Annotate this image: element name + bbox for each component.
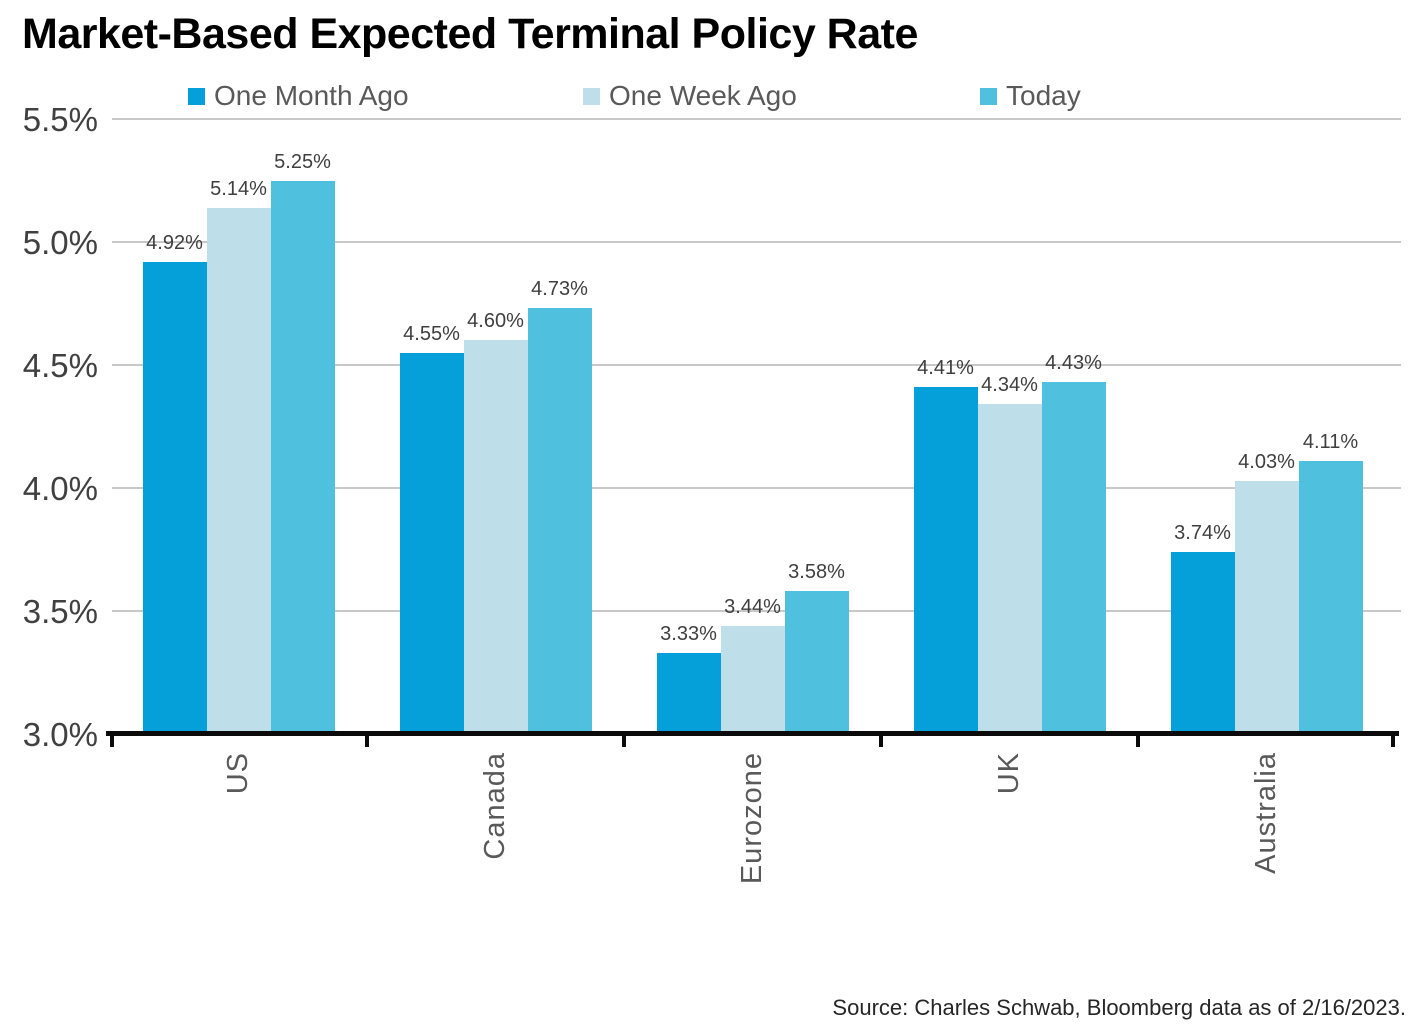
data-label: 4.55% — [403, 322, 460, 345]
x-axis-tick — [879, 736, 883, 747]
category-label-uk: UK — [993, 752, 1025, 795]
legend-swatch-icon — [980, 87, 997, 105]
data-label: 4.73% — [531, 278, 588, 301]
bar-today — [527, 308, 592, 734]
x-axis-tick — [1136, 736, 1140, 747]
bar-one-week-ago — [463, 340, 528, 734]
x-axis-tick — [622, 736, 626, 747]
data-label: 5.14% — [210, 177, 267, 200]
y-tick-label: 4.5% — [22, 347, 98, 384]
source-note: Source: Charles Schwab, Bloomberg data a… — [832, 995, 1406, 1020]
data-label: 3.33% — [660, 622, 717, 645]
bar-column: 4.73% — [527, 119, 592, 734]
y-tick-label: 3.5% — [22, 593, 98, 630]
data-label: 3.74% — [1174, 521, 1231, 544]
bar-column: 5.25% — [270, 119, 335, 734]
legend: One Month Ago One Week Ago Today — [0, 80, 1422, 118]
data-label: 4.41% — [917, 357, 974, 380]
data-label: 4.03% — [1238, 450, 1295, 473]
bar-column: 4.55% — [399, 119, 464, 734]
bar-column: 4.92% — [142, 119, 207, 734]
bar-today — [784, 591, 849, 734]
bar-column: 5.14% — [206, 119, 271, 734]
bar-group-canada: 4.55% 4.60% 4.73% — [367, 119, 624, 734]
bar-group-uk: 4.41% 4.34% 4.43% — [881, 119, 1138, 734]
category-label-box: US — [110, 752, 367, 980]
x-axis-line — [106, 731, 1399, 736]
y-tick-label: 3.0% — [22, 716, 98, 753]
bar-one-week-ago — [720, 625, 785, 734]
category-label-australia: Australia — [1250, 752, 1282, 874]
x-axis-tick — [365, 736, 369, 747]
category-label-eurozone: Eurozone — [736, 752, 768, 885]
bar-today — [270, 180, 335, 734]
data-label: 4.43% — [1045, 352, 1102, 375]
bar-column: 3.33% — [656, 119, 721, 734]
gridline-4.0 — [112, 487, 1401, 489]
bar-one-month-ago — [656, 652, 721, 734]
y-tick-label: 5.0% — [22, 224, 98, 261]
category-label-us: US — [222, 752, 254, 795]
bar-today — [1298, 460, 1363, 734]
chart-title: Market-Based Expected Terminal Policy Ra… — [22, 10, 918, 58]
bar-group-australia: 3.74% 4.03% 4.11% — [1138, 119, 1395, 734]
data-label: 3.44% — [724, 595, 781, 618]
category-label-canada: Canada — [479, 752, 511, 860]
gridline-5.5 — [112, 118, 1401, 120]
legend-item-one-month-ago: One Month Ago — [188, 80, 409, 112]
x-axis-tick — [110, 736, 114, 747]
bar-column: 4.11% — [1298, 119, 1363, 734]
bar-column: 4.34% — [977, 119, 1042, 734]
x-axis-tick — [1391, 736, 1395, 747]
legend-label: Today — [1006, 80, 1081, 111]
category-label-box: UK — [881, 752, 1138, 980]
bar-one-week-ago — [1234, 480, 1299, 734]
legend-swatch-icon — [583, 87, 600, 105]
legend-label: One Month Ago — [214, 80, 409, 111]
gridline-3.5 — [112, 610, 1401, 612]
category-label-box: Eurozone — [624, 752, 881, 980]
bar-column: 4.43% — [1041, 119, 1106, 734]
bar-column: 4.03% — [1234, 119, 1299, 734]
y-tick-label: 4.0% — [22, 470, 98, 507]
category-label-box: Canada — [367, 752, 624, 980]
bar-column: 4.41% — [913, 119, 978, 734]
bar-one-month-ago — [913, 387, 978, 734]
bar-one-month-ago — [1170, 551, 1235, 734]
category-label-box: Australia — [1138, 752, 1395, 980]
bar-one-month-ago — [399, 352, 464, 734]
x-axis-category-labels: US Canada Eurozone UK Australia — [110, 752, 1395, 980]
bar-column: 4.60% — [463, 119, 528, 734]
bar-today — [1041, 382, 1106, 734]
data-label: 4.11% — [1302, 430, 1359, 453]
legend-swatch-icon — [188, 87, 205, 105]
bar-one-week-ago — [977, 404, 1042, 734]
bar-group-eurozone: 3.33% 3.44% 3.58% — [624, 119, 881, 734]
data-label: 4.60% — [467, 310, 524, 333]
bar-one-month-ago — [142, 261, 207, 734]
gridline-5.0 — [112, 241, 1401, 243]
bar-group-us: 4.92% 5.14% 5.25% — [110, 119, 367, 734]
data-label: 4.34% — [981, 374, 1038, 397]
legend-item-one-week-ago: One Week Ago — [583, 80, 797, 112]
bar-column: 3.44% — [720, 119, 785, 734]
legend-item-today: Today — [980, 80, 1081, 112]
gridline-4.5 — [112, 364, 1401, 366]
y-tick-label: 5.5% — [22, 101, 98, 138]
data-label: 4.92% — [146, 231, 203, 254]
data-label: 5.25% — [274, 150, 331, 173]
plot-area: 4.92% 5.14% 5.25% 4.55% 4.60% 4.73% 3.33% 3.44%… — [106, 118, 1401, 747]
data-label: 3.58% — [788, 561, 845, 584]
bar-column: 3.74% — [1170, 119, 1235, 734]
legend-label: One Week Ago — [609, 80, 797, 111]
bar-column: 3.58% — [784, 119, 849, 734]
bar-one-week-ago — [206, 207, 271, 734]
